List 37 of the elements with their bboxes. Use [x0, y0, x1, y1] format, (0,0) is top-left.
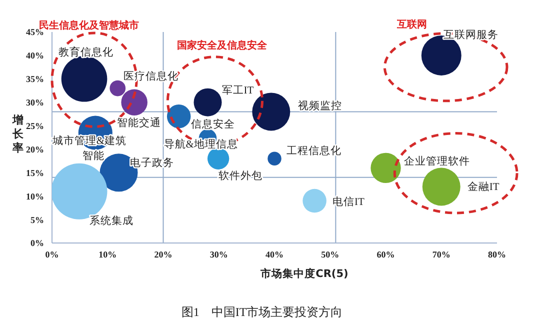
y-tick-label: 15% [26, 168, 44, 178]
x-tick-label: 40% [266, 249, 284, 260]
x-tick-label: 60% [376, 249, 395, 260]
x-tick-label: 80% [488, 249, 506, 260]
y-tick-label: 40% [26, 50, 44, 61]
annotation: 教育信息化 [58, 45, 114, 58]
annotation: 医疗信息化 [123, 70, 178, 83]
y-axis-title: 增长率 [12, 114, 24, 154]
x-axis-title: 市场集中度CR(5) [260, 267, 348, 280]
annotation: 国家安全及信息安全 [177, 40, 268, 52]
text: 互联网 [396, 18, 427, 31]
annotation: 系统集成 [89, 214, 134, 227]
y-tick-label: 0% [30, 238, 44, 248]
y-tick-label: 30% [26, 98, 44, 108]
x-tick-label: 20% [154, 249, 172, 260]
annotation: 信息安全 [190, 117, 235, 130]
x-tick-label: 0% [45, 249, 59, 260]
annotation: 视频监控 [298, 99, 342, 112]
x-tick-label: 30% [210, 249, 228, 260]
y-tick-label: 10% [26, 191, 44, 202]
annotation: 电信IT [332, 195, 366, 208]
x-tick-label: 50% [321, 249, 340, 260]
y-tick-label: 20% [26, 144, 44, 154]
annotation: 企业管理软件 [404, 154, 470, 168]
x-tick-label: 10% [98, 249, 117, 260]
annotation: 工程信息化 [286, 144, 342, 158]
annotation: 智能 [82, 149, 104, 162]
annotation: 智能交通 [116, 116, 161, 129]
text: 民生信息化及智慧城市 [39, 20, 139, 32]
y-tick-label: 25% [26, 120, 44, 131]
annotation: 军工IT [222, 84, 254, 97]
annotation: 金融IT [467, 181, 500, 194]
x-tick-label: 70% [432, 249, 450, 260]
y-tick-label: 5% [30, 214, 44, 225]
annotation: 软件外包 [218, 170, 262, 182]
y-tick-label: 35% [26, 74, 44, 84]
caption: 图1 中国IT市场主要投资方向 [181, 305, 343, 319]
